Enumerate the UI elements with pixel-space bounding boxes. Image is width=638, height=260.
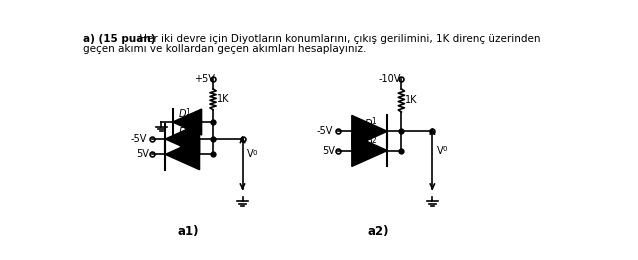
Text: 2: 2 (185, 125, 190, 134)
Text: a1): a1) (177, 225, 199, 238)
Polygon shape (352, 135, 387, 166)
Text: D: D (179, 127, 186, 137)
Text: D: D (179, 109, 186, 119)
Text: 2: 2 (371, 136, 376, 145)
Polygon shape (172, 109, 202, 135)
Text: D: D (365, 138, 373, 148)
Text: V: V (247, 150, 254, 159)
Polygon shape (165, 124, 200, 154)
Text: D: D (365, 119, 373, 129)
Text: -10V: -10V (378, 74, 401, 84)
Text: 1K: 1K (217, 94, 230, 104)
Text: V: V (437, 146, 443, 155)
Polygon shape (165, 139, 200, 170)
Text: a2): a2) (367, 225, 389, 238)
Text: 5V: 5V (322, 146, 335, 155)
Text: a) (15 puan): a) (15 puan) (83, 34, 155, 44)
Text: -5V: -5V (316, 126, 332, 136)
Text: geçen akımı ve kollardan geçen akımları hesaplayınız.: geçen akımı ve kollardan geçen akımları … (83, 43, 366, 54)
Text: 5V: 5V (137, 150, 149, 159)
Text: D: D (179, 142, 186, 152)
Text: +5V: +5V (195, 74, 215, 84)
Polygon shape (352, 115, 387, 147)
Text: 0: 0 (442, 146, 447, 152)
Text: -5V: -5V (130, 134, 147, 144)
Text: 1: 1 (371, 117, 376, 126)
Text: 1: 1 (185, 108, 190, 116)
Text: 0: 0 (253, 150, 257, 156)
Text: 1K: 1K (405, 95, 418, 106)
Text: 3: 3 (185, 141, 190, 150)
Text: Her iki devre için Diyotların konumlarını, çıkış gerilimini, 1K direnç üzerinden: Her iki devre için Diyotların konumların… (135, 34, 540, 44)
